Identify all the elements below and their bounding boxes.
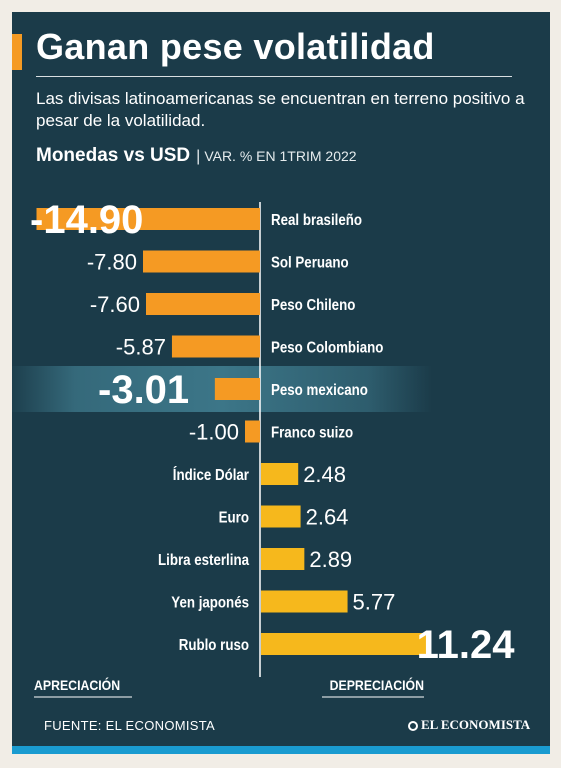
bar-yen-japones [261,590,348,613]
value-label-indice-dolar: 2.48 [303,462,346,487]
value-label-real-brasileno: -14.90 [30,198,143,242]
category-label-euro: Euro [219,510,249,527]
bottom-accent-strip [12,746,550,754]
globe-icon [408,721,418,731]
bar-chart: Real brasileño -14.90 Sol Peruano -7.80 Peso… [12,198,516,698]
bar-peso-colombiano [171,335,260,358]
value-label-franco-suizo: -1.00 [189,420,239,445]
bar-rublo-ruso [261,633,430,655]
bar-peso-mexicano [214,378,260,400]
category-label-sol-peruano: Sol Peruano [271,255,349,272]
value-label-sol-peruano: -7.80 [87,250,137,275]
category-label-libra-esterlina: Libra esterlina [158,552,250,569]
title-divider [36,76,512,77]
value-label-yen-japones: 5.77 [353,590,396,615]
category-label-rublo-ruso: Rublo ruso [179,637,249,654]
title-accent-mark [12,34,22,70]
chart-heading: Monedas vs USD | VAR. % EN 1TRIM 2022 [36,145,357,167]
bar-sol-peruano [143,250,260,273]
source-note: FUENTE: EL ECONOMISTA [44,718,215,733]
value-label-rublo-ruso: 11.24 [417,623,516,667]
bar-indice-dolar [261,463,299,485]
bar-libra-esterlina [261,548,305,570]
category-label-peso-mexicano: Peso mexicano [271,382,368,399]
bar-euro [261,505,301,528]
category-label-real-brasileno: Real brasileño [271,212,362,229]
value-label-peso-chileno: -7.60 [90,292,140,317]
value-label-peso-colombiano: -5.87 [116,335,166,360]
publisher-logo-text: EL ECONOMISTA [421,717,531,732]
infographic-card: Ganan pese volatilidad Las divisas latin… [12,12,550,754]
subtitle: Las divisas latinoamericanas se encuentr… [36,89,525,130]
x-axis-label-left: APRECIACIÓN [34,677,120,693]
bar-peso-chileno [146,293,260,315]
chart-heading-detail: VAR. % EN 1TRIM 2022 [204,148,357,164]
chart-heading-main: Monedas vs USD [36,145,191,166]
publisher-logo: EL ECONOMISTA [408,717,530,733]
category-label-indice-dolar: Índice Dólar [173,466,250,484]
value-label-peso-mexicano: -3.01 [98,368,189,412]
bar-franco-suizo [245,420,260,443]
bar-real-brasileno [36,208,260,230]
x-axis-label-right: DEPRECIACIÓN [330,677,424,693]
category-label-yen-japones: Yen japonés [171,595,249,612]
chart-heading-separator: | [196,148,201,165]
page-title: Ganan pese volatilidad [36,26,435,67]
category-label-peso-colombiano: Peso Colombiano [271,340,384,357]
value-label-libra-esterlina: 2.89 [309,547,352,572]
category-label-franco-suizo: Franco suizo [271,425,353,442]
value-label-euro: 2.64 [306,505,349,530]
category-label-peso-chileno: Peso Chileno [271,297,355,314]
